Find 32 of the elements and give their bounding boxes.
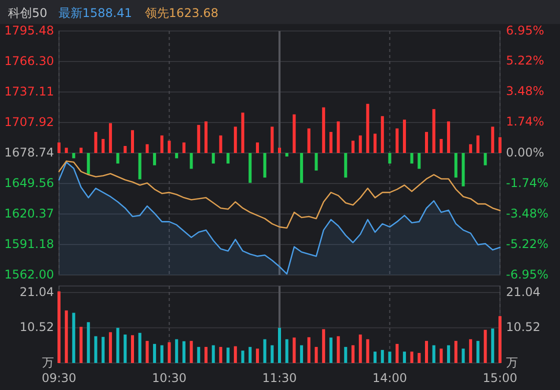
y2-tick-label: -3.48% (506, 206, 548, 220)
y-tick-label: 万 (42, 355, 54, 370)
y2-tick-label: 3.48% (506, 84, 544, 98)
y-tick-label: 1737.11 (4, 84, 54, 98)
x-tick-label: 15:00 (482, 371, 518, 385)
y-tick-label: 1766.30 (4, 54, 54, 68)
y2-tick-label: 10.52 (506, 320, 540, 334)
text: 领先1623.68 (144, 6, 218, 20)
y-tick-label: 1649.56 (4, 176, 54, 190)
x-tick-label: 11:30 (262, 371, 297, 385)
y2-tick-label: 21.04 (506, 284, 540, 299)
y-tick-label: 1678.74 (4, 145, 54, 160)
chart-title: 科创50 (8, 6, 48, 20)
y2-tick-label: -6.95% (506, 267, 548, 282)
y-tick-label: 1591.18 (4, 236, 54, 251)
y2-tick-label: -5.22% (506, 236, 548, 251)
y2-tick-label: 6.95% (506, 23, 544, 38)
y-tick-label: 1795.48 (4, 23, 54, 38)
x-tick-label: 10:30 (152, 371, 187, 385)
y2-tick-label: 万 (506, 355, 518, 370)
x-tick-label: 14:00 (372, 371, 408, 385)
x-tick-label: 09:30 (42, 371, 76, 385)
y2-tick-label: -1.74% (506, 176, 548, 190)
y-tick-label: 10.52 (20, 320, 54, 334)
y-tick-label: 1620.37 (4, 206, 54, 220)
y2-tick-label: 1.74% (506, 114, 544, 129)
y-tick-label: 1562.00 (4, 267, 54, 282)
y-tick-label: 1707.92 (4, 114, 54, 129)
y2-tick-label: 0.00% (506, 145, 544, 160)
y2-tick-label: 5.22% (506, 54, 544, 68)
text: 最新1588.41 (58, 6, 132, 20)
y-tick-label: 21.04 (20, 284, 54, 299)
